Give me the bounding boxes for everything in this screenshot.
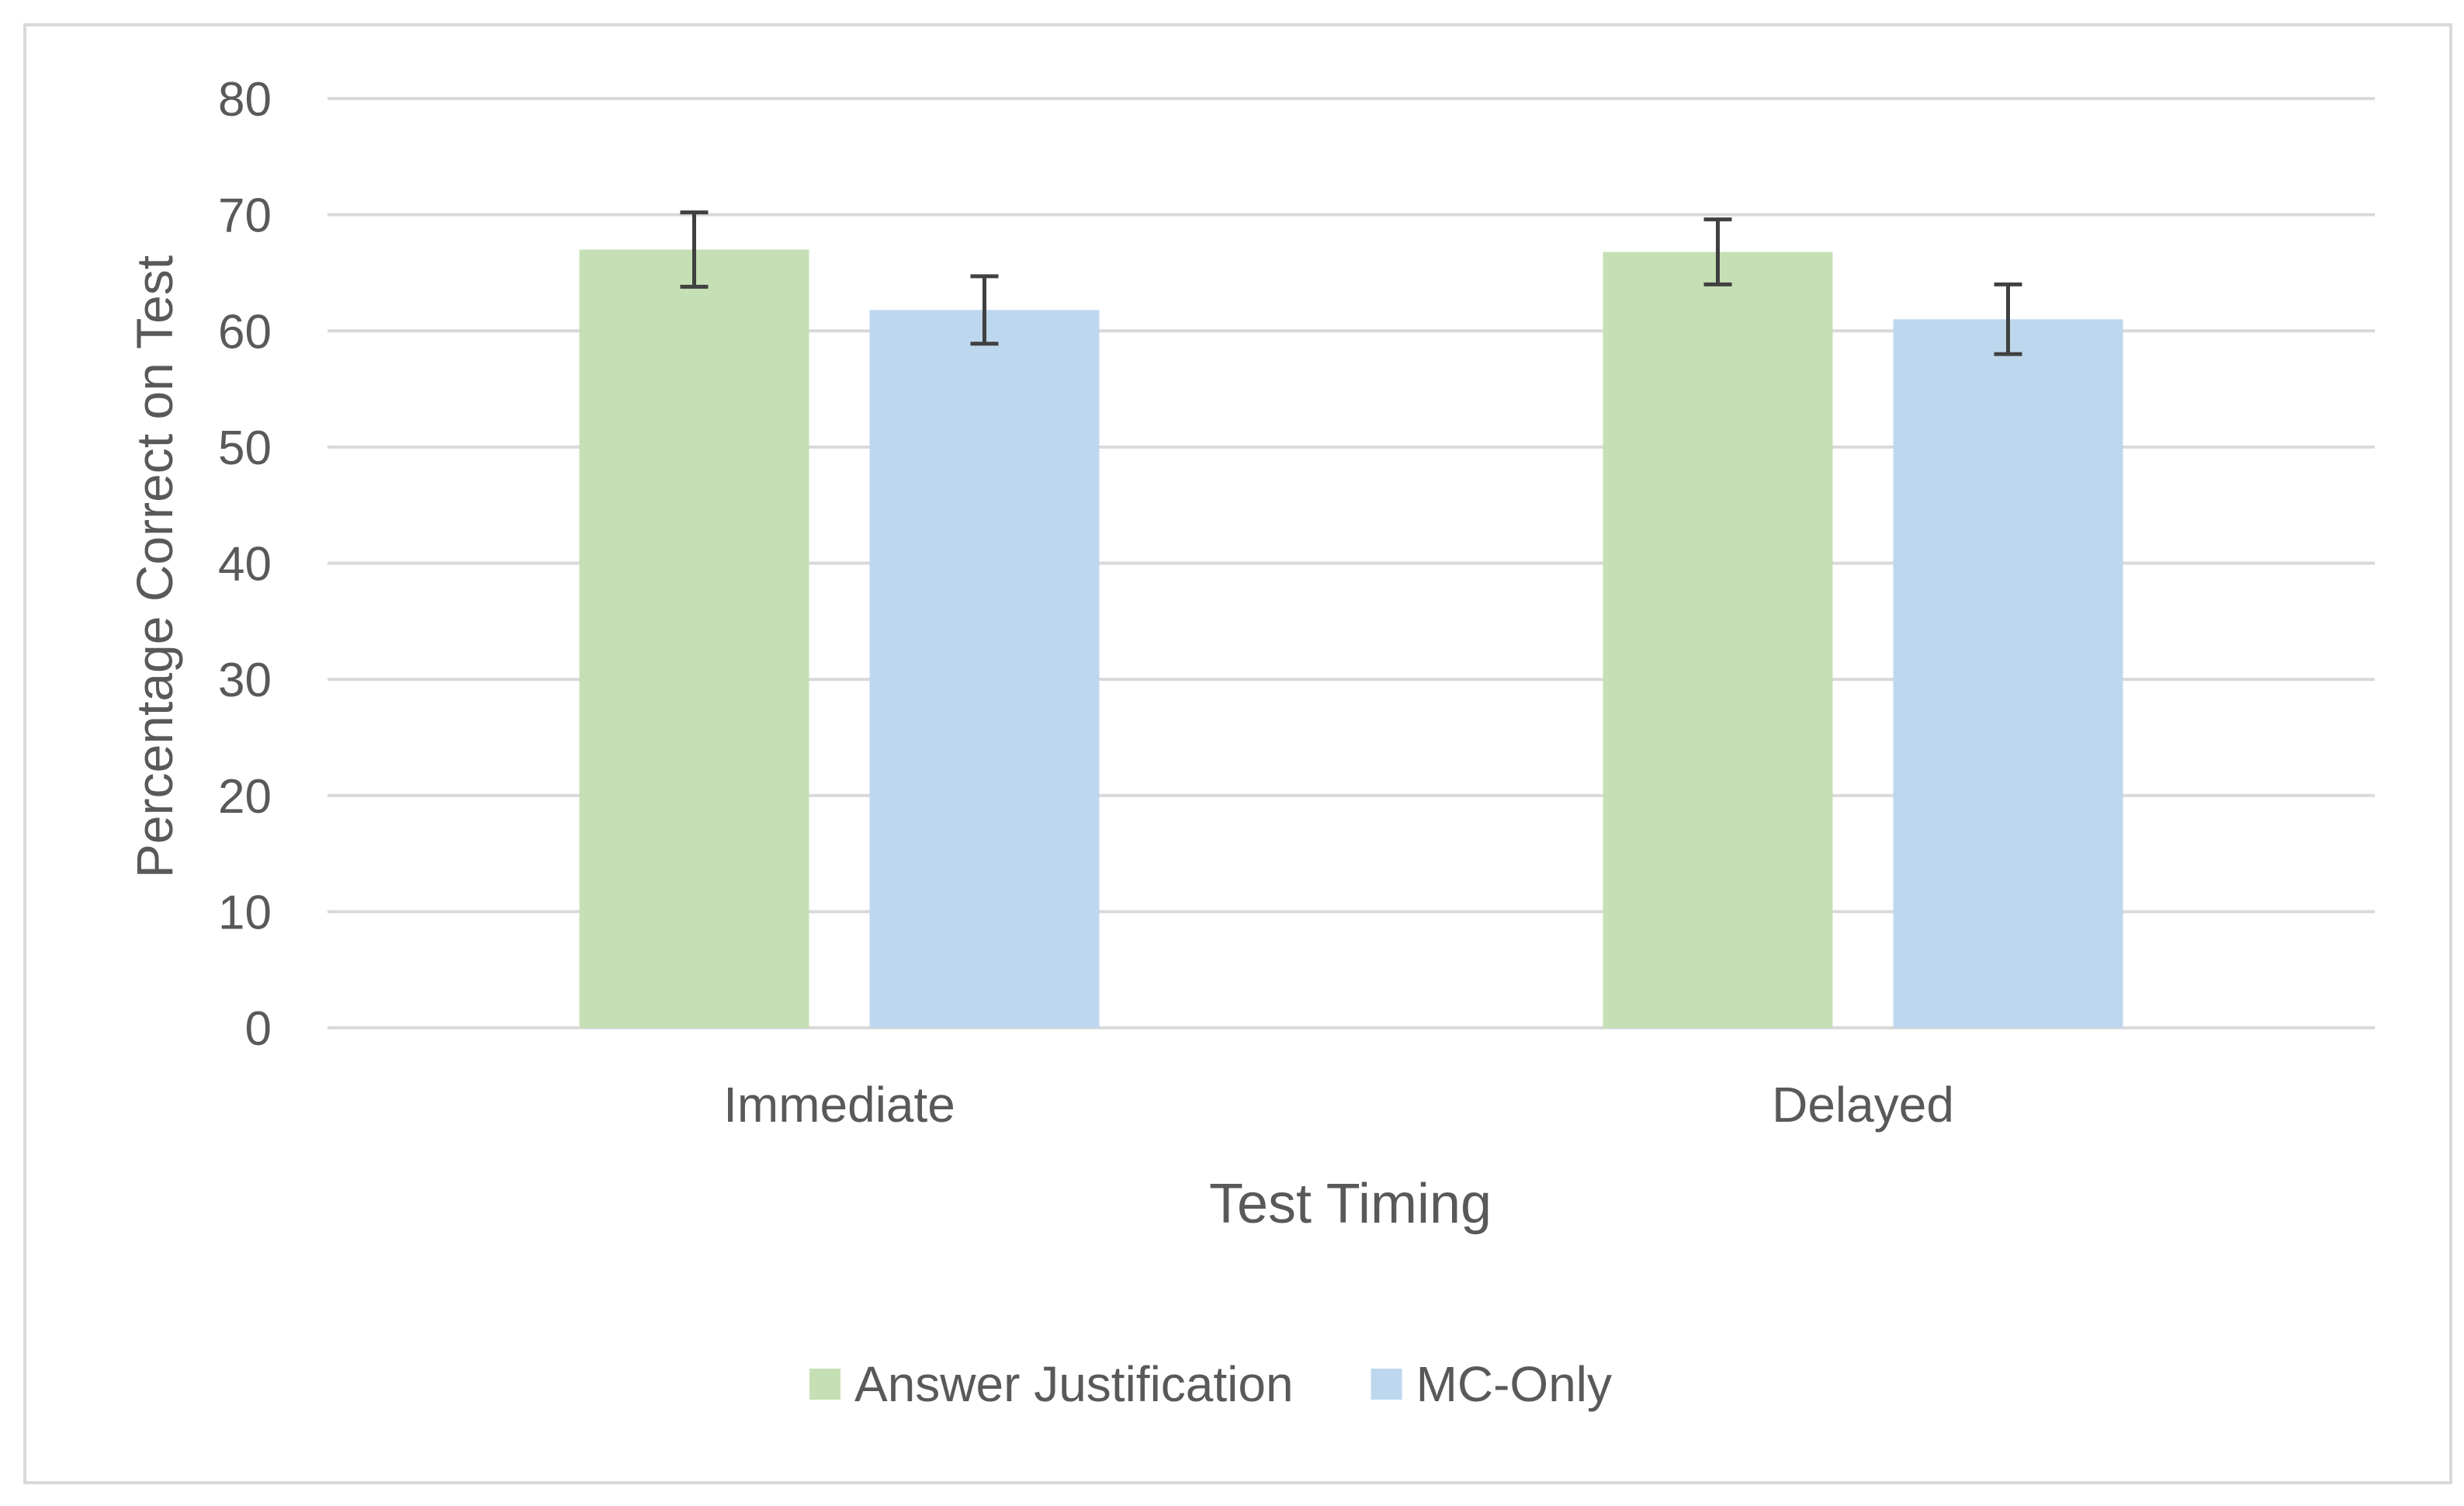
x-axis-label: Test Timing <box>1209 1173 1492 1235</box>
error-bar <box>1994 282 2022 356</box>
legend-item: Answer Justification <box>809 1356 1294 1412</box>
y-tick-label: 40 <box>218 538 272 592</box>
legend-swatch <box>809 1369 840 1400</box>
y-tick-label: 60 <box>218 305 272 359</box>
legend-swatch <box>1371 1369 1402 1400</box>
y-axis-ticks: 0 10 20 30 40 50 60 70 80 <box>218 73 272 1056</box>
legend: Answer Justification MC-Only <box>809 1356 1612 1412</box>
bar <box>579 249 809 1028</box>
y-tick-label: 80 <box>218 73 272 127</box>
error-bars <box>680 210 2022 356</box>
bar <box>1893 319 2123 1029</box>
x-tick-label: Delayed <box>1772 1077 1954 1133</box>
y-tick-label: 20 <box>218 770 272 824</box>
y-tick-label: 70 <box>218 189 272 243</box>
y-tick-label: 0 <box>245 1002 272 1056</box>
x-axis-ticks: Immediate Delayed <box>723 1077 1954 1133</box>
legend-label: Answer Justification <box>854 1356 1294 1412</box>
y-axis-label: Percentage Correct on Test <box>126 255 183 878</box>
x-tick-label: Immediate <box>723 1077 955 1133</box>
error-bar <box>1703 217 1732 286</box>
bar <box>869 310 1100 1028</box>
y-tick-label: 50 <box>218 422 272 475</box>
error-bar <box>970 274 999 346</box>
y-tick-label: 10 <box>218 886 272 939</box>
y-tick-label: 30 <box>218 654 272 707</box>
error-bar <box>680 210 709 289</box>
legend-label: MC-Only <box>1416 1356 1612 1412</box>
legend-item: MC-Only <box>1371 1356 1612 1412</box>
bars <box>579 249 2123 1029</box>
bar <box>1603 252 1833 1028</box>
